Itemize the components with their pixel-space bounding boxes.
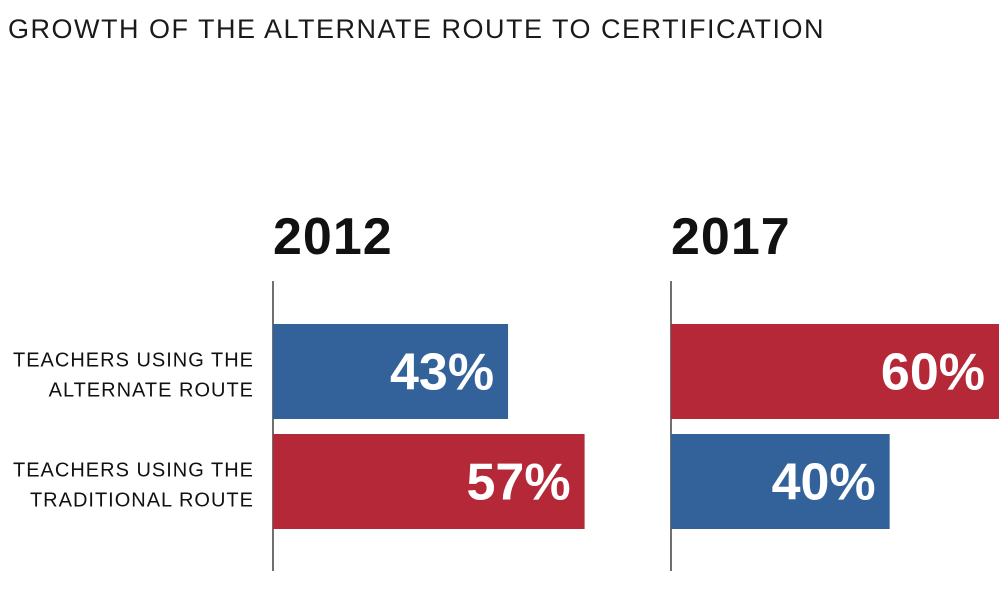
bar-2017-1 bbox=[671, 324, 999, 419]
bar-label-2017-2: 40% bbox=[772, 454, 876, 512]
panel-title-2017: 2017 bbox=[671, 208, 791, 266]
bar-2012-2 bbox=[273, 434, 585, 529]
category-label-1-line-2: ALTERNATE ROUTE bbox=[49, 380, 254, 402]
bar-label-2012-2: 57% bbox=[467, 454, 571, 512]
bar-2017-2 bbox=[671, 434, 890, 529]
panel-title-2012: 2012 bbox=[273, 208, 393, 266]
bar-label-2012-1: 43% bbox=[390, 344, 494, 402]
category-label-2-line-2: TRADITIONAL ROUTE bbox=[30, 490, 254, 512]
chart-title: GROWTH OF THE ALTERNATE ROUTE TO CERTIFI… bbox=[8, 14, 826, 44]
bar-2012-1 bbox=[273, 324, 509, 419]
bar-label-2017-1: 60% bbox=[881, 344, 985, 402]
category-label-1-line-1: TEACHERS USING THE bbox=[13, 350, 254, 372]
category-label-2-line-1: TEACHERS USING THE bbox=[13, 460, 254, 482]
